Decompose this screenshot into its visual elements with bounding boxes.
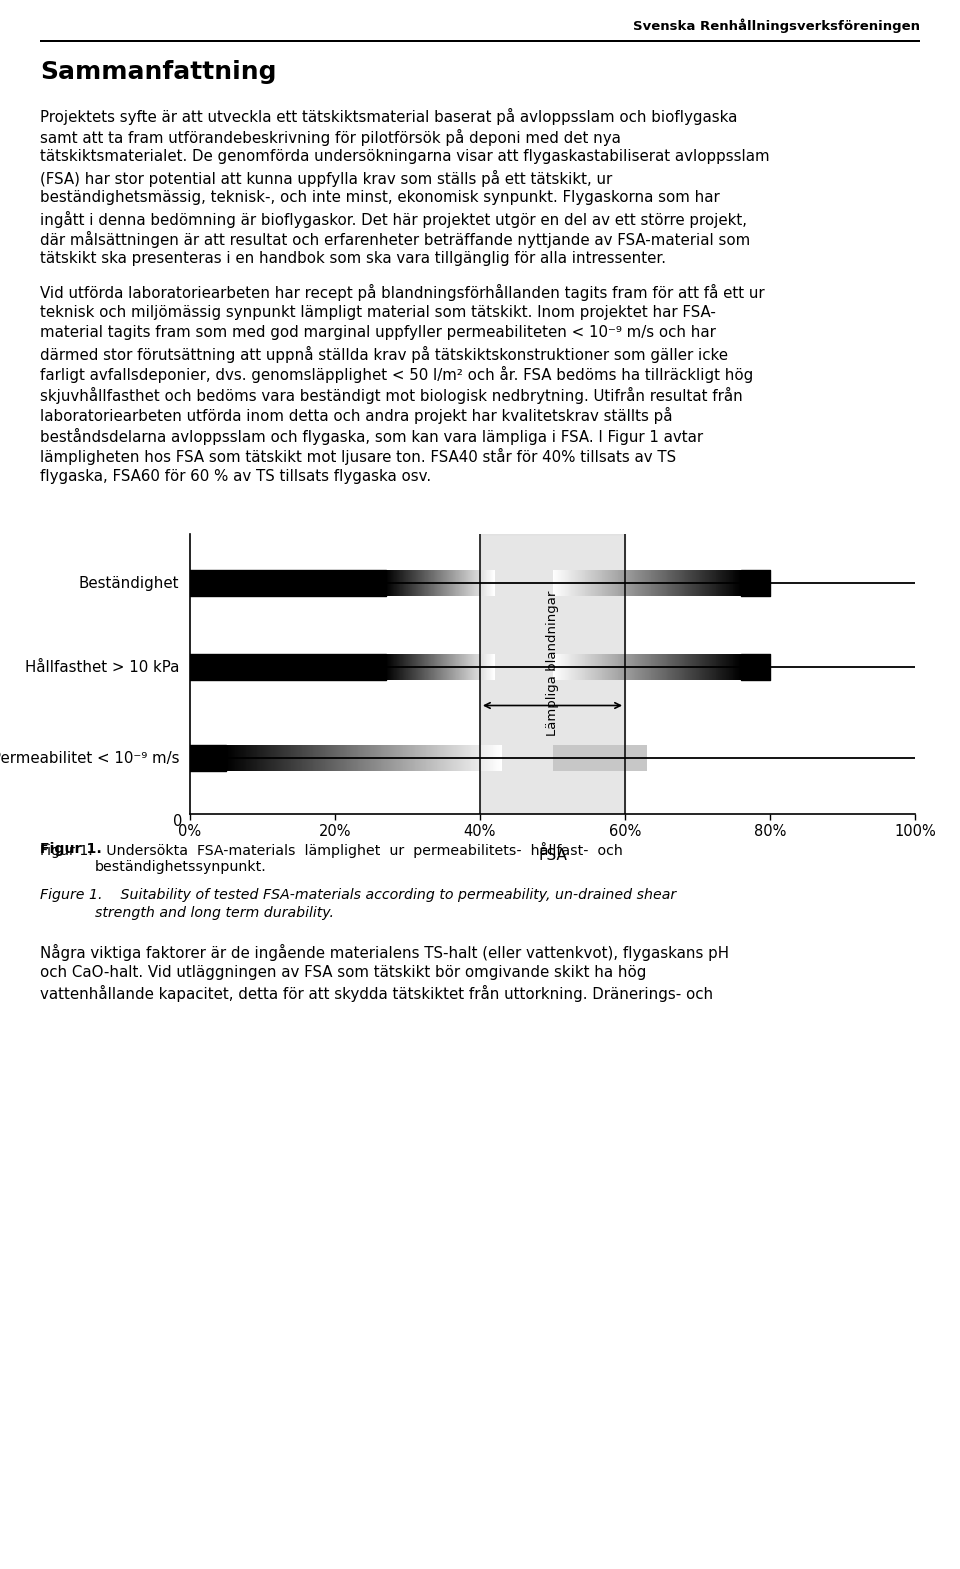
Text: Hållfasthet > 10 kPa: Hållfasthet > 10 kPa	[25, 659, 180, 675]
Text: beständighetsmässig, teknisk-, och inte minst, ekonomisk synpunkt. Flygaskorna s: beständighetsmässig, teknisk-, och inte …	[40, 190, 720, 206]
Text: där målsättningen är att resultat och erfarenheter beträffande nyttjande av FSA-: där målsättningen är att resultat och er…	[40, 231, 751, 248]
Bar	[480, 533, 625, 814]
Text: Några viktiga faktorer är de ingående materialens TS-halt (eller vattenkvot), fl: Några viktiga faktorer är de ingående ma…	[40, 945, 729, 962]
Text: Beständighet: Beständighet	[79, 576, 180, 590]
Text: därmed stor förutsättning att uppnå ställda krav på tätskiktskonstruktioner som : därmed stor förutsättning att uppnå stäl…	[40, 345, 728, 362]
Text: 0: 0	[174, 814, 182, 828]
Text: laboratoriearbeten utförda inom detta och andra projekt har kvalitetskrav ställt: laboratoriearbeten utförda inom detta oc…	[40, 406, 673, 424]
Text: material tagits fram som med god marginal uppfyller permeabiliteten < 10⁻⁹ m/s o: material tagits fram som med god margina…	[40, 325, 716, 340]
X-axis label: FSA: FSA	[538, 847, 567, 863]
Text: (FSA) har stor potential att kunna uppfylla krav som ställs på ett tätskikt, ur: (FSA) har stor potential att kunna uppfy…	[40, 169, 612, 187]
Text: Projektets syfte är att utveckla ett tätskiktsmaterial baserat på avloppsslam oc: Projektets syfte är att utveckla ett tät…	[40, 108, 737, 126]
Text: Lämpliga blandningar: Lämpliga blandningar	[546, 592, 559, 736]
Text: beständighetssynpunkt.: beständighetssynpunkt.	[95, 860, 267, 874]
Text: Permeabilitet < 10⁻⁹ m/s: Permeabilitet < 10⁻⁹ m/s	[0, 750, 180, 766]
Text: farligt avfallsdeponier, dvs. genomsläpplighet < 50 l/m² och år. FSA bedöms ha t: farligt avfallsdeponier, dvs. genomsläpp…	[40, 366, 754, 383]
Text: samt att ta fram utförandebeskrivning för pilotförsök på deponi med det nya: samt att ta fram utförandebeskrivning fö…	[40, 129, 621, 146]
Text: tätskikt ska presenteras i en handbok som ska vara tillgänglig för alla intresse: tätskikt ska presenteras i en handbok so…	[40, 251, 666, 267]
Text: ingått i denna bedömning är bioflygaskor. Det här projektet utgör en del av ett : ingått i denna bedömning är bioflygaskor…	[40, 210, 747, 228]
Text: lämpligheten hos FSA som tätskikt mot ljusare ton. FSA40 står för 40% tillsats a: lämpligheten hos FSA som tätskikt mot lj…	[40, 449, 676, 464]
Text: skjuvhållfasthet och bedöms vara beständigt mot biologisk nedbrytning. Utifrån r: skjuvhållfasthet och bedöms vara beständ…	[40, 386, 743, 403]
Text: Figur 1.   Undersökta  FSA-materials  lämplighet  ur  permeabilitets-  hållfast-: Figur 1. Undersökta FSA-materials lämpli…	[40, 843, 623, 858]
Text: och CaO-halt. Vid utläggningen av FSA som tätskikt bör omgivande skikt ha hög: och CaO-halt. Vid utläggningen av FSA so…	[40, 965, 646, 979]
Text: Sammanfattning: Sammanfattning	[40, 60, 276, 85]
Text: Figure 1.    Suitability of tested FSA-materials according to permeability, un-d: Figure 1. Suitability of tested FSA-mate…	[40, 888, 676, 902]
Text: flygaska, FSA60 för 60 % av TS tillsats flygaska osv.: flygaska, FSA60 för 60 % av TS tillsats …	[40, 469, 431, 483]
Text: Figur 1.: Figur 1.	[40, 843, 102, 857]
Text: Svenska Renhållningsverksföreningen: Svenska Renhållningsverksföreningen	[633, 17, 920, 33]
Text: tätskiktsmaterialet. De genomförda undersökningarna visar att flygaskastabiliser: tätskiktsmaterialet. De genomförda under…	[40, 149, 770, 165]
Text: strength and long term durability.: strength and long term durability.	[95, 905, 334, 919]
Text: Vid utförda laboratoriearbeten har recept på blandningsförhållanden tagits fram : Vid utförda laboratoriearbeten har recep…	[40, 284, 764, 301]
Text: teknisk och miljömässig synpunkt lämpligt material som tätskikt. Inom projektet : teknisk och miljömässig synpunkt lämplig…	[40, 304, 716, 320]
Text: vattenhållande kapacitet, detta för att skydda tätskiktet från uttorkning. Dräne: vattenhållande kapacitet, detta för att …	[40, 985, 713, 1003]
Text: beståndsdelarna avloppsslam och flygaska, som kan vara lämpliga i FSA. I Figur 1: beståndsdelarna avloppsslam och flygaska…	[40, 427, 703, 444]
